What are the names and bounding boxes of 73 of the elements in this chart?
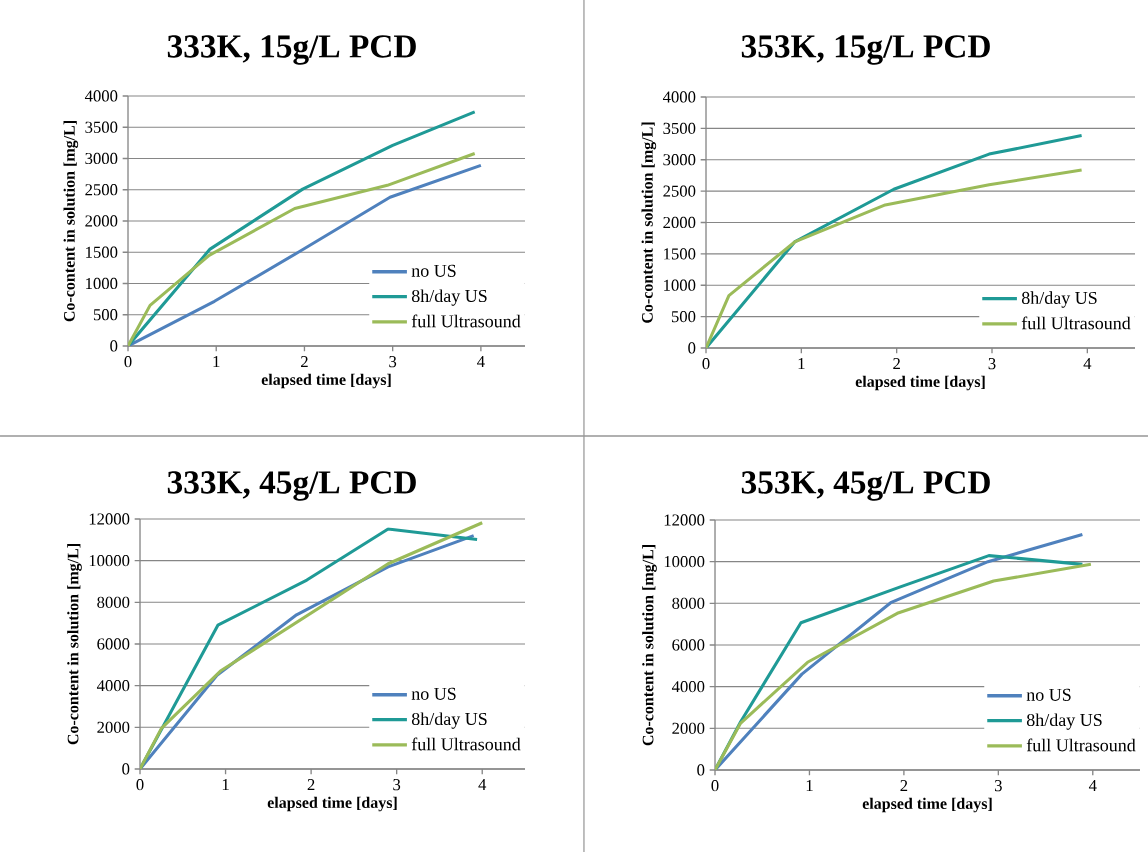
y-tick-label: 0 (697, 764, 705, 776)
y-tick-label: 2500 (85, 184, 118, 196)
y-tick-label: 2000 (85, 215, 118, 227)
y-tick-label: 1000 (664, 279, 696, 291)
legend-label: 8h/day US (411, 712, 487, 729)
y-tick-label: 6000 (97, 638, 130, 650)
x-tick-label: 3 (389, 356, 397, 368)
y-tick-label: 3000 (85, 152, 118, 165)
x-tick-label: 4 (478, 779, 487, 790)
x-tick-label: 1 (806, 780, 813, 792)
x-tick-label: 3 (988, 358, 996, 370)
y-tick-label: 3000 (663, 154, 696, 166)
y-tick-label: 4000 (96, 680, 130, 692)
y-tick-label: 0 (688, 342, 696, 354)
legend-label: no US (411, 687, 456, 700)
chart-title: 353K, 45g/L PCD (741, 471, 990, 501)
y-tick-label: 1000 (86, 277, 118, 290)
y-tick-label: 2000 (672, 722, 705, 734)
x-tick-label: 4 (1083, 358, 1092, 369)
legend-label: full Ultrasound (411, 737, 521, 751)
chart-title: 333K, 45g/L PCD (167, 471, 416, 501)
x-tick-label: 4 (1088, 780, 1097, 791)
x-tick-label: 1 (222, 779, 229, 791)
x-axis-title: elapsed time [days] (261, 373, 391, 389)
x-tick-label: 0 (136, 779, 144, 791)
x-axis-title: elapsed time [days] (855, 375, 985, 391)
legend-label: 8h/day US (411, 289, 487, 306)
x-tick-label: 0 (711, 780, 719, 792)
x-tick-label: 3 (393, 779, 401, 791)
y-tick-label: 500 (671, 310, 696, 323)
x-tick-label: 1 (213, 356, 220, 368)
y-tick-label: 0 (122, 763, 130, 775)
legend-label: full Ultrasound (1026, 738, 1136, 752)
legend-label: no US (1026, 688, 1071, 701)
y-tick-label: 4000 (84, 90, 118, 102)
x-axis-title: elapsed time [days] (862, 797, 992, 813)
x-tick-label: 2 (301, 356, 308, 368)
y-tick-label: 6000 (672, 639, 705, 651)
y-tick-label: 2500 (663, 185, 696, 197)
y-tick-label: 12000 (664, 514, 705, 526)
y-axis-title: Co-content in solution [mg/L] (641, 122, 657, 323)
y-tick-label: 2000 (97, 721, 130, 733)
x-tick-label: 3 (994, 780, 1002, 792)
legend-label: full Ultrasound (411, 314, 521, 328)
y-tick-label: 12000 (89, 513, 130, 525)
y-tick-label: 4000 (671, 681, 705, 693)
x-tick-label: 1 (798, 358, 805, 370)
y-tick-label: 10000 (89, 555, 130, 567)
y-tick-label: 8000 (97, 596, 130, 608)
x-tick-label: 2 (900, 780, 908, 792)
y-tick-label: 4000 (662, 91, 696, 103)
y-axis-title: Co-content in solution [mg/L] (67, 544, 82, 745)
y-tick-label: 3500 (85, 121, 118, 133)
legend-label: 8h/day US (1026, 713, 1102, 730)
y-tick-label: 500 (93, 309, 118, 321)
y-tick-label: 0 (110, 340, 118, 352)
x-tick-label: 2 (893, 358, 900, 370)
y-axis-title: Co-content in solution [mg/L] (63, 121, 79, 322)
y-tick-label: 8000 (672, 597, 705, 609)
y-tick-label: 1500 (664, 248, 696, 260)
legend-label: 8h/day US (1021, 291, 1097, 308)
y-tick-label: 2000 (663, 216, 696, 229)
y-tick-label: 1500 (86, 246, 118, 258)
x-tick-label: 4 (477, 356, 485, 367)
y-tick-label: 10000 (664, 556, 705, 568)
y-axis-title: Co-content in solution [mg/L] (642, 545, 657, 746)
chart-title: 353K, 15g/L PCD (741, 35, 990, 65)
x-tick-label: 2 (307, 779, 315, 791)
y-tick-label: 3500 (663, 122, 696, 134)
chart-title: 333K, 15g/L PCD (167, 35, 416, 65)
legend-label: full Ultrasound (1021, 316, 1131, 330)
legend-label: no US (411, 264, 456, 277)
x-axis-title: elapsed time [days] (267, 796, 397, 812)
